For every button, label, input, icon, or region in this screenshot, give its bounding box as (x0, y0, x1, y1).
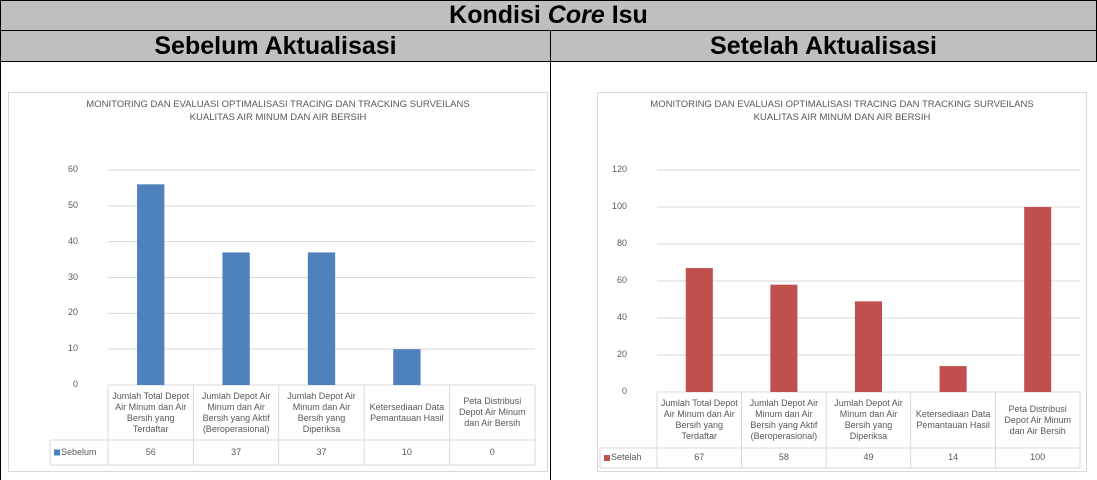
y-tick-label: 20 (67, 307, 78, 318)
y-tick-label: 80 (616, 238, 627, 248)
title-emphasis: Core (547, 1, 605, 29)
bar (1024, 207, 1052, 392)
legend-label: Setelah (611, 452, 642, 462)
y-tick-label: 40 (616, 312, 627, 322)
y-tick-label: 60 (616, 275, 627, 285)
category-label: Jumlah Depot Air Minum dan Air Bersih ya… (749, 398, 819, 441)
bar (307, 252, 336, 385)
chart-box (597, 92, 1087, 472)
value-cell: 67 (694, 452, 705, 462)
value-cell: 56 (145, 446, 156, 457)
value-cell: 37 (316, 446, 327, 457)
value-cell: 14 (948, 452, 959, 462)
category-label: Ketersediaan Data Pemantauan Hasil (915, 409, 991, 430)
y-tick-label: 40 (67, 235, 78, 246)
y-tick-label: 50 (67, 199, 78, 210)
legend-swatch (604, 455, 610, 461)
bar (137, 184, 165, 385)
y-tick-label: 10 (67, 343, 78, 354)
chart-box (8, 92, 548, 472)
category-label: Jumlah Depot Air Minum dan Air Bersih ya… (287, 390, 356, 434)
bar (685, 268, 713, 392)
y-tick-label: 0 (72, 379, 78, 389)
right-heading: Setelah Aktualisasi (550, 30, 1097, 62)
bar (854, 301, 883, 392)
category-label: Jumlah Total Depot Air Minum dan Air Ber… (660, 398, 738, 441)
value-cell: 58 (778, 452, 789, 462)
category-label: Peta Distribusi Depot Air Minum dan Air … (1004, 403, 1071, 436)
value-cell: 49 (863, 452, 874, 462)
chart-title: MONITORING DAN EVALUASI OPTIMALISASI TRA… (650, 99, 1034, 123)
main-title: Kondisi Core Isu (0, 0, 1097, 31)
bar (770, 284, 798, 392)
bar (222, 252, 250, 385)
title-after: Isu (611, 1, 648, 29)
legend-label: Sebelum (61, 446, 97, 457)
bar (393, 349, 421, 385)
y-tick-label: 20 (616, 349, 627, 359)
value-cell: 37 (231, 446, 242, 457)
legend-swatch (54, 449, 60, 456)
category-label: Jumlah Depot Air Minum dan Air Bersih ya… (834, 398, 903, 441)
value-cell: 0 (489, 446, 495, 457)
left-cell (0, 61, 551, 480)
left-heading: Sebelum Aktualisasi (0, 30, 551, 62)
category-label: Jumlah Depot Air Minum dan Air Bersih ya… (201, 390, 271, 434)
y-tick-label: 30 (67, 271, 78, 282)
y-tick-label: 120 (611, 164, 627, 174)
category-label: Ketersediaan Data Pemantauan Hasil (369, 401, 445, 423)
title-before: Kondisi (449, 1, 541, 29)
category-label: Peta Distribusi Depot Air Minum dan Air … (459, 396, 526, 428)
y-tick-label: 0 (621, 386, 627, 396)
category-label: Jumlah Total Depot Air Minum dan Air Ber… (112, 390, 190, 434)
bar (939, 366, 967, 392)
y-tick-label: 100 (611, 201, 627, 211)
chart-title: MONITORING DAN EVALUASI OPTIMALISASI TRA… (86, 99, 470, 123)
y-tick-label: 60 (67, 164, 78, 174)
value-cell: 10 (401, 446, 412, 457)
value-cell: 100 (1030, 452, 1046, 462)
